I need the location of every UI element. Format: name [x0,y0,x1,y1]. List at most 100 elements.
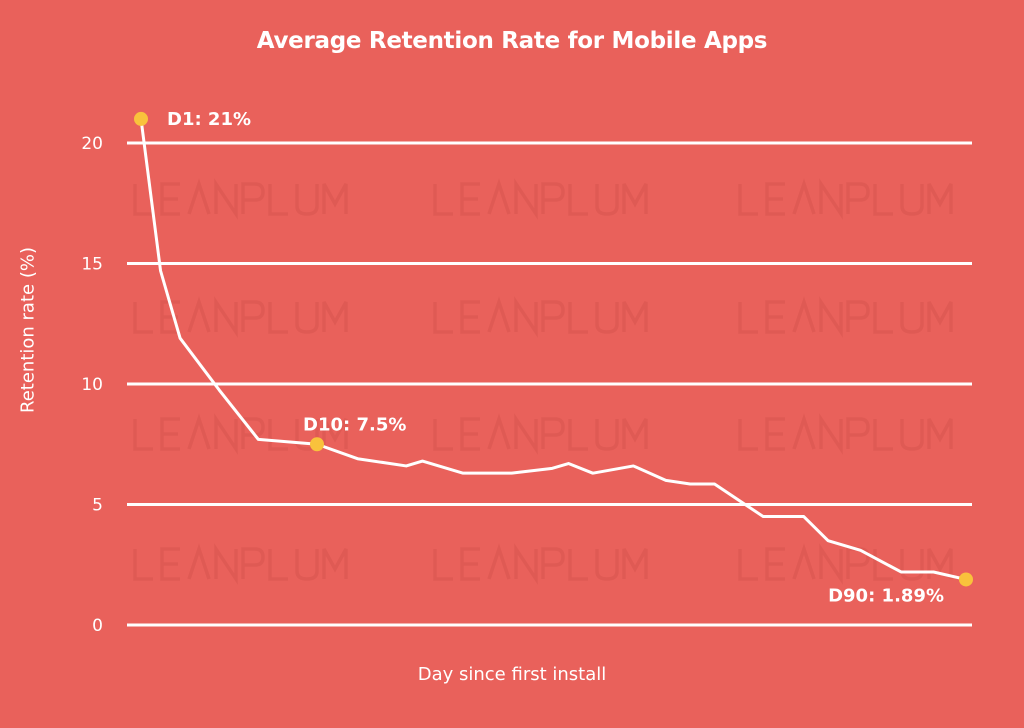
watermark-letter [487,413,511,450]
watermark-letter [241,417,265,449]
watermark-letter [487,543,511,580]
watermark-letter [765,300,785,334]
watermark-logo [133,413,348,455]
watermark-letter [846,547,870,579]
highlight-marker [310,437,324,452]
watermark-letter [514,413,538,455]
watermark-letter [819,413,843,455]
watermark-letter [322,301,348,332]
watermark-letter [622,548,648,579]
watermark-letter [214,413,238,455]
watermark-logo [433,178,648,220]
highlight-marker [134,111,148,126]
watermark-logo [738,178,953,220]
watermark-letter [541,300,565,332]
watermark-letter [433,302,453,334]
watermark-letter [214,178,238,220]
watermark-letter [792,413,816,450]
y-tick-label: 20 [81,134,103,154]
watermark-letter [900,302,924,334]
watermark-letter [765,417,785,451]
watermark-letter [927,301,953,332]
watermark-letter [460,182,480,216]
watermark-letter [322,418,348,449]
watermark-logo [433,296,648,338]
watermark-letter [595,419,619,451]
watermark-letter [433,184,453,216]
watermark-letter [187,413,211,450]
watermark-letter [133,419,153,451]
chart-title: Average Retention Rate for Mobile Apps [256,28,768,54]
watermark-letter [460,417,480,451]
watermark-letter [433,549,453,581]
watermark-logo [738,543,953,585]
watermark-letter [514,178,538,220]
watermark-letter [873,184,893,216]
watermark-letter [241,547,265,579]
watermark-letter [738,184,758,216]
watermark-letter [568,184,588,216]
watermark-letter [622,301,648,332]
watermark-letter [738,302,758,334]
y-tick-label: 5 [92,496,103,516]
watermark-letter [487,178,511,215]
watermark-letter [295,302,319,334]
watermark-letter [900,419,924,451]
watermark-letter [460,300,480,334]
watermark-letter [514,296,538,338]
watermark-letter [765,182,785,216]
watermark-letter [214,543,238,585]
watermark-letter [595,549,619,581]
watermark-letter [846,417,870,449]
watermark-letter [541,417,565,449]
watermark-letter [927,548,953,579]
watermark-logo [433,413,648,455]
watermark-letter [738,549,758,581]
watermark-letter [268,419,288,451]
watermark-letter [187,178,211,215]
watermark-letter [568,302,588,334]
watermark-letter [792,178,816,215]
watermark-logo [738,413,953,455]
watermark-letter [241,300,265,332]
watermark-letter [622,183,648,214]
watermark-letter [214,296,238,338]
highlight-marker [959,572,973,587]
watermark-letter [295,184,319,216]
watermark-letter [738,419,758,451]
watermark-letter [268,302,288,334]
watermark-letter [160,182,180,216]
watermark-letter [900,184,924,216]
watermark-letter [765,547,785,581]
watermark-letter [873,419,893,451]
annotation-label: D90: 1.89% [828,585,944,606]
y-tick-label: 10 [81,375,103,395]
watermark-letter [133,549,153,581]
watermark-letter [160,547,180,581]
watermark-letter [433,419,453,451]
annotation-label: D1: 21% [167,109,251,130]
retention-line [139,118,967,581]
watermark-letter [622,418,648,449]
watermark-letter [819,296,843,338]
watermark-letter [268,184,288,216]
watermark-letter [133,302,153,334]
watermark-letter [595,184,619,216]
watermark-logo [738,296,953,338]
watermark-letter [819,543,843,585]
watermark-logo [133,296,348,338]
watermark-letter [873,302,893,334]
watermark-letter [187,543,211,580]
watermark-letter [160,417,180,451]
watermark-logo [133,543,348,585]
watermark-letter [541,547,565,579]
x-axis-label: Day since first install [417,664,607,685]
watermark-letter [322,548,348,579]
watermark-letter [819,178,843,220]
watermark-letter [187,296,211,333]
watermark-letter [241,182,265,214]
watermark-letter [927,183,953,214]
watermark-letter [792,296,816,333]
watermark-letter [295,549,319,581]
